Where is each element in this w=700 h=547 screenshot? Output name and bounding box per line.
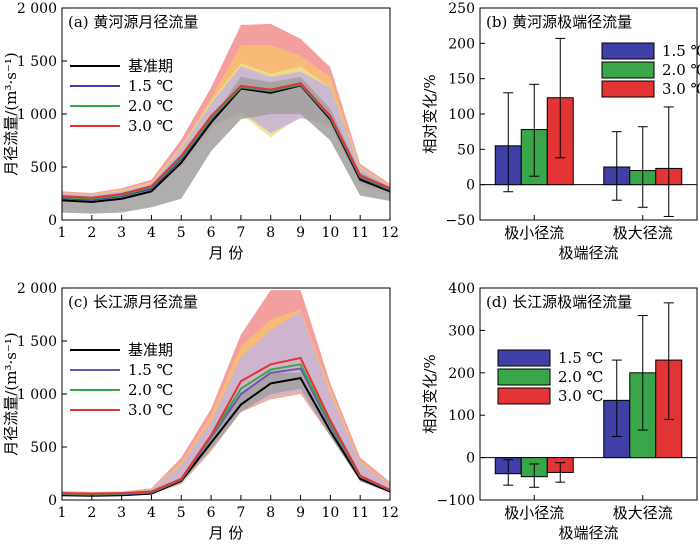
- y-tick-label: 150: [448, 72, 475, 88]
- x-tick-label: 5: [177, 505, 186, 521]
- x-tick-label: 10: [321, 225, 339, 241]
- x-tick-label: 6: [207, 505, 216, 521]
- x-tick-label: 8: [266, 505, 275, 521]
- y-tick-label: 100: [448, 107, 475, 123]
- x-tick-label: 6: [207, 225, 216, 241]
- legend-swatch: [497, 387, 551, 405]
- x-tick-label: 12: [381, 505, 399, 521]
- y-tick-label: 500: [30, 160, 57, 176]
- x-axis-label: 极端径流: [558, 244, 618, 262]
- y-tick-label: 1 500: [17, 334, 57, 350]
- y-tick-label: 200: [448, 36, 475, 52]
- x-tick-label: 4: [147, 225, 156, 241]
- x-tick-label: 1: [58, 225, 67, 241]
- legend-label: 基准期: [128, 57, 173, 75]
- legend-swatch: [497, 368, 551, 386]
- x-tick-label: 11: [351, 505, 369, 521]
- y-tick-label: −50: [445, 213, 475, 229]
- series-line-3: [61, 82, 391, 199]
- y-tick-label: 0: [48, 493, 57, 509]
- uncertainty-band-2: [62, 311, 390, 496]
- category-label: 极大径流: [613, 504, 673, 522]
- x-axis-label: 月 份: [209, 244, 244, 262]
- legend-swatch: [601, 42, 655, 60]
- legend-label: 1.5 ℃: [128, 77, 173, 95]
- chart-title: (a) 黄河源月径流量: [68, 13, 198, 31]
- chart-title: (b) 黄河源极端径流量: [486, 13, 632, 31]
- y-axis-label: 相对变化/%: [421, 354, 439, 433]
- legend-swatch: [601, 61, 655, 79]
- x-tick-label: 10: [321, 505, 339, 521]
- y-tick-label: 2 000: [17, 1, 57, 17]
- x-tick-label: 2: [87, 505, 96, 521]
- legend-swatch: [497, 349, 551, 367]
- x-tick-label: 8: [266, 225, 275, 241]
- y-tick-label: 200: [448, 366, 475, 382]
- legend-label: 基准期: [128, 341, 173, 359]
- legend-swatch: [601, 80, 655, 98]
- y-tick-label: −100: [437, 493, 475, 509]
- y-tick-label: 300: [448, 323, 475, 339]
- y-tick-label: 100: [448, 408, 475, 424]
- plot-frame: [479, 7, 698, 221]
- x-tick-label: 7: [236, 225, 245, 241]
- y-tick-label: 400: [448, 281, 475, 297]
- legend-label: 2.0 ℃: [128, 97, 173, 115]
- y-tick-label: 250: [448, 1, 475, 17]
- legend-label: 1.5 ℃: [128, 361, 173, 379]
- series-line-3: [61, 356, 391, 495]
- uncertainty-band-4: [62, 76, 390, 214]
- y-tick-label: 50: [457, 142, 475, 158]
- series-line-0: [61, 376, 391, 497]
- category-label: 极小径流: [504, 504, 564, 522]
- legend-label: 1.5 ℃: [662, 42, 700, 60]
- legend-label: 1.5 ℃: [558, 349, 603, 367]
- x-tick-label: 2: [87, 225, 96, 241]
- y-axis-label: 月径流量/(m³·s⁻¹): [2, 332, 20, 455]
- category-label: 极大径流: [613, 224, 673, 242]
- legend-label: 2.0 ℃: [662, 61, 700, 79]
- y-tick-label: 1 000: [17, 107, 57, 123]
- legend-label: 3.0 ℃: [128, 401, 173, 419]
- chart-title: (c) 长江源月径流量: [68, 293, 198, 311]
- y-axis-label: 月径流量/(m³·s⁻¹): [2, 52, 20, 175]
- panel-d: 极小径流 极大径流 −100 0 100 200 300 400 极端径流 相对变化/% (d) 长…: [421, 281, 698, 542]
- chart-title: (d) 长江源极端径流量: [486, 293, 632, 311]
- x-tick-label: 5: [177, 225, 186, 241]
- category-label: 极小径流: [504, 224, 564, 242]
- y-tick-label: 0: [466, 451, 475, 467]
- x-tick-label: 3: [117, 225, 126, 241]
- y-tick-label: 500: [30, 440, 57, 456]
- x-tick-label: 12: [381, 225, 399, 241]
- x-axis-label: 极端径流: [558, 524, 618, 542]
- x-tick-label: 9: [296, 505, 305, 521]
- y-tick-label: 0: [48, 213, 57, 229]
- legend-label: 3.0 ℃: [558, 387, 603, 405]
- y-tick-label: 0: [466, 178, 475, 194]
- legend-label: 3.0 ℃: [128, 117, 173, 135]
- x-tick-label: 7: [236, 505, 245, 521]
- legend-label: 2.0 ℃: [558, 368, 603, 386]
- x-tick-label: 1: [58, 505, 67, 521]
- x-axis-label: 月 份: [209, 524, 244, 542]
- x-tick-label: 11: [351, 225, 369, 241]
- plot-frame: [479, 287, 698, 501]
- y-tick-label: 2 000: [17, 281, 57, 297]
- legend-label: 2.0 ℃: [128, 381, 173, 399]
- y-axis-label: 相对变化/%: [421, 74, 439, 153]
- x-tick-label: 3: [117, 505, 126, 521]
- panel-b: 极小径流 极大径流 −50 0 50 100 150 200 250 极端径流 相对变化/% (b) …: [421, 1, 700, 262]
- legend-label: 3.0 ℃: [662, 80, 700, 98]
- x-tick-label: 9: [296, 225, 305, 241]
- y-tick-label: 1 500: [17, 54, 57, 70]
- x-tick-label: 4: [147, 505, 156, 521]
- y-tick-label: 1 000: [17, 387, 57, 403]
